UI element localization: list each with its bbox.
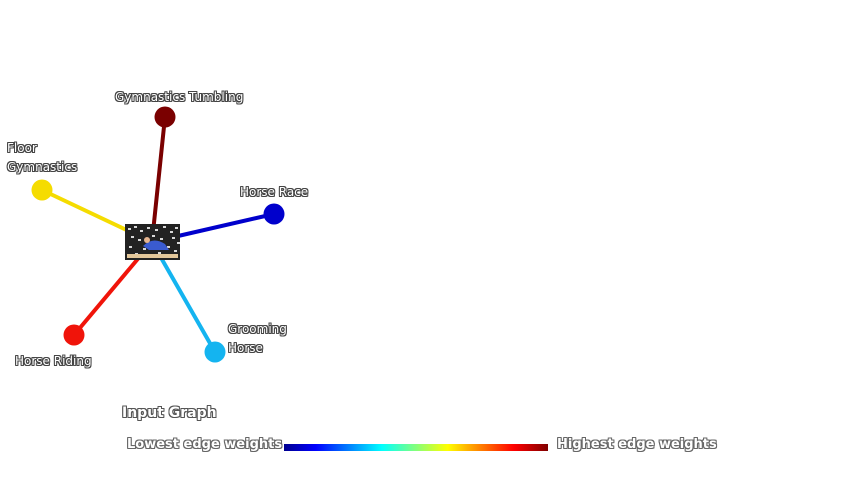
node-label-line: Horse Race (240, 185, 309, 199)
node-label-line: Horse (228, 341, 263, 355)
edge-gymnastics-tumbling (150, 115, 167, 244)
crowd-speck (163, 226, 166, 228)
crowd-speck (128, 228, 131, 230)
crowd-speck (175, 227, 178, 229)
legend-high-label: Highest edge weights (557, 437, 717, 452)
node-label-horse-riding: Horse Riding (15, 352, 92, 371)
node-label-line: Gymnastics Tumbling (115, 90, 244, 104)
gymnast-head (144, 237, 150, 243)
crowd-speck (174, 250, 177, 252)
crowd-speck (177, 242, 180, 244)
node-grooming-horse (204, 341, 226, 363)
node-label-line: Grooming (228, 322, 287, 336)
legend-low-label: Lowest edge weights (127, 437, 283, 452)
node-gymnastics-tumbling (154, 106, 176, 128)
crowd-speck (172, 237, 175, 239)
node-horse-race (263, 203, 285, 225)
edge-weight-colorbar (284, 444, 548, 451)
node-label-floor-gymnastics: Floor Gymnastics (7, 139, 77, 177)
edge-grooming-horse (150, 240, 217, 354)
crowd-speck (140, 230, 143, 232)
node-label-line: Horse Riding (15, 354, 92, 368)
crowd-speck (134, 226, 137, 228)
node-floor-gymnastics (31, 179, 53, 201)
node-label-line: Gymnastics (7, 160, 78, 174)
crowd-speck (147, 227, 150, 229)
node-label-horse-race: Horse Race (240, 183, 308, 202)
node-label-line: Floor (7, 141, 37, 155)
balance-beam (127, 254, 178, 258)
crowd-speck (138, 239, 141, 241)
nodes-layer (31, 106, 285, 363)
crowd-speck (155, 229, 158, 231)
crowd-speck (131, 236, 134, 238)
crowd-speck (152, 235, 155, 237)
crowd-speck (129, 246, 132, 248)
crowd-speck (160, 238, 163, 240)
gymnast-figure (143, 240, 169, 250)
crowd-speck (170, 231, 173, 233)
node-label-grooming-horse: Grooming Horse (228, 320, 287, 358)
graph-title: Input Graph (122, 405, 217, 421)
crowd-speck (158, 252, 161, 254)
center-node (125, 224, 180, 260)
crowd-speck (167, 246, 170, 248)
crowd-speck (143, 248, 146, 250)
node-label-gymnastics-tumbling: Gymnastics Tumbling (115, 88, 243, 107)
node-horse-riding (63, 324, 85, 346)
